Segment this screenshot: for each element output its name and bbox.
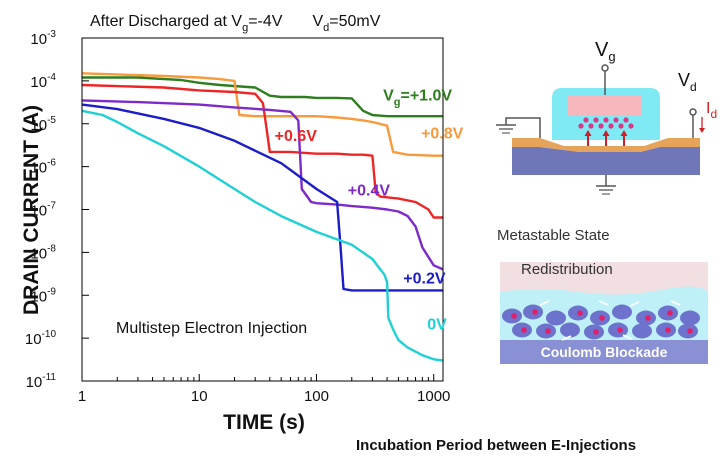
trapped-charge (511, 313, 517, 319)
coulomb-illustration: Coulomb Blockade (500, 262, 708, 364)
redistribution-arrow (670, 300, 681, 306)
metastable-label: Metastable State (497, 227, 610, 244)
electron-dot (628, 123, 634, 129)
y-tick-label: 10-7 (30, 201, 56, 220)
x-tick-label: 100 (304, 388, 329, 405)
title-part: =50mV (329, 13, 380, 30)
chart-title: After Discharged at Vg=-4V Vd=50mV (90, 13, 381, 34)
title-part: V (312, 13, 323, 30)
redistribution-arrow (598, 300, 609, 306)
y-tick-label: 10-8 (30, 243, 56, 262)
electron-dot (598, 123, 604, 129)
plot-annotation: Multistep Electron Injection (116, 320, 307, 337)
series-line (81, 103, 443, 292)
nanocrystal (546, 310, 566, 326)
y-axis-label: DRAIN CURRENT (A) (20, 105, 43, 315)
y-tick-label: 10-10 (25, 329, 57, 348)
electron-dot (603, 117, 609, 123)
x-tick-label: 1000 (417, 388, 450, 405)
y-tick-label: 10-9 (30, 286, 56, 305)
device-schematic: Vg Vd Id (496, 39, 717, 195)
axis-ticks: 1 10 100 1000 10-3 10-4 10-5 10-6 10-7 10-8 10-9 10… (25, 29, 451, 405)
nanocrystal (560, 322, 580, 338)
nanocrystal (612, 304, 632, 320)
series-line (81, 99, 444, 271)
series-label: 0V (427, 316, 447, 333)
coulomb-label: Coulomb Blockade (541, 344, 668, 360)
trapped-charge (617, 327, 623, 333)
injection-arrow-head (602, 130, 610, 136)
series-line (81, 83, 443, 219)
series-label: +0.2V (403, 270, 446, 287)
title-part: d (323, 22, 329, 34)
redistribution-arrow (539, 300, 550, 306)
x-tick-label: 10 (191, 388, 208, 405)
redistribution-arrow (629, 301, 640, 307)
id-label: Id (706, 100, 717, 121)
y-tick-label: 10-6 (30, 158, 56, 177)
series-label: +0.8V (421, 126, 464, 143)
series-line (81, 72, 443, 157)
substrate-layer (512, 147, 700, 175)
trapped-charge (665, 327, 671, 333)
electron-dot (583, 117, 589, 123)
injection-arrow-head (620, 130, 628, 136)
diffusion-layer (512, 138, 700, 152)
electron-dot (613, 117, 619, 123)
trapped-charge (577, 310, 583, 316)
trapped-electrons (578, 117, 634, 129)
x-axis-label: TIME (s) (223, 411, 305, 434)
drain-terminal (689, 108, 697, 116)
series-line (82, 76, 443, 118)
injection-arrow-head (584, 130, 592, 136)
vg-label: Vg (595, 39, 616, 64)
x-tick-label: 1 (78, 388, 86, 405)
electron-dot (578, 123, 584, 129)
nanocrystal (680, 310, 700, 326)
electron-dot (593, 117, 599, 123)
y-tick-label: 10-11 (26, 372, 57, 391)
trapped-charge (667, 310, 673, 316)
redistribution-label: Redistribution (521, 261, 613, 278)
current-arrow-head (699, 128, 705, 133)
trapped-charge (687, 328, 693, 334)
electron-dot (608, 123, 614, 129)
y-tick-label: 10-4 (30, 72, 56, 91)
gate-electrode (568, 95, 642, 115)
y-tick-label: 10-3 (30, 29, 56, 48)
trapped-charge (545, 328, 551, 334)
injection-arrows (584, 130, 628, 146)
title-part: =-4V (248, 13, 283, 30)
series-label: Vg=+1.0V (383, 87, 452, 108)
series-group (81, 72, 444, 362)
trapped-charge (532, 309, 538, 315)
trapped-charge (521, 327, 527, 333)
title-part: After Discharged at V (90, 13, 242, 30)
figure-caption: Incubation Period between E-Injections (356, 437, 637, 454)
source-wire (505, 117, 541, 138)
series-label: +0.4V (348, 183, 391, 200)
electron-dot (618, 123, 624, 129)
series-label: +0.6V (275, 128, 318, 145)
title-part: g (242, 22, 248, 34)
vd-label: Vd (678, 70, 697, 94)
nanocrystal-group (502, 300, 700, 341)
y-tick-label: 10-5 (30, 115, 56, 134)
redistribution-arrow (622, 334, 633, 340)
electron-dot (623, 117, 629, 123)
channel-layer (500, 340, 708, 364)
trapped-charge (599, 315, 605, 321)
redistribution-arrow (561, 335, 572, 341)
trapped-charge (645, 315, 651, 321)
series-labels: Vg=+1.0V +0.8V +0.6V +0.4V +0.2V 0V (275, 87, 464, 333)
trapped-charge (593, 329, 599, 335)
electron-dot (588, 123, 594, 129)
gate-terminal (601, 64, 609, 72)
series-line (81, 109, 444, 362)
nanocrystal (632, 323, 652, 339)
